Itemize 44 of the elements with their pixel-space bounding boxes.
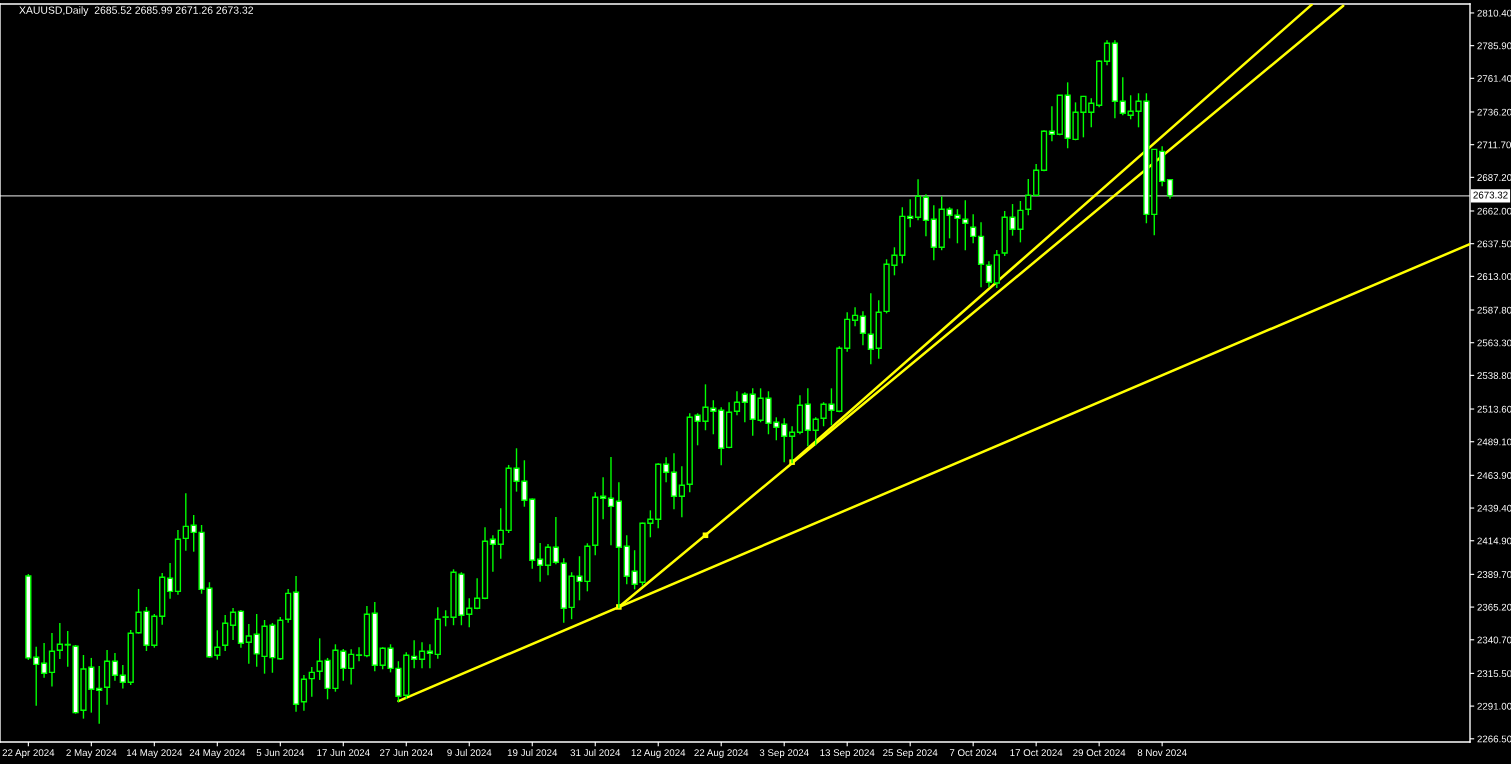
x-tick-label: 9 Jul 2024 — [447, 748, 492, 757]
y-tick-label: 2266.50 — [1477, 735, 1511, 743]
y-tick-label: 2414.90 — [1477, 537, 1511, 545]
x-tick-label: 17 Oct 2024 — [1010, 749, 1063, 757]
y-tick-label: 2711.70 — [1477, 141, 1511, 149]
x-tick-label: 8 Nov 2024 — [1137, 749, 1187, 757]
x-tick-label: 13 Sep 2024 — [820, 749, 875, 759]
x-tick-label: 14 May 2024 — [126, 749, 183, 759]
x-tick-label: 27 Jun 2024 — [380, 749, 433, 757]
y-tick-label: 2761.40 — [1477, 75, 1511, 82]
y-tick-label: 2810.40 — [1477, 9, 1511, 17]
x-tick-label: 3 Sep 2024 — [759, 749, 809, 759]
y-tick-label: 2463.90 — [1477, 472, 1511, 479]
y-tick-label: 2513.60 — [1477, 405, 1511, 413]
y-tick-label: 2365.20 — [1477, 603, 1511, 611]
y-tick-label: 2315.50 — [1477, 670, 1511, 678]
x-tick-label: 24 May 2024 — [189, 749, 246, 759]
y-tick-label: 2340.70 — [1477, 636, 1511, 644]
x-tick-label: 7 Oct 2024 — [949, 749, 997, 757]
y-tick-label: 2736.20 — [1477, 108, 1511, 116]
y-tick-label: 2489.10 — [1477, 438, 1511, 446]
y-tick-label: 2637.50 — [1477, 240, 1511, 248]
x-tick-label: 25 Sep 2024 — [883, 749, 938, 759]
y-tick-label: 2662.00 — [1477, 207, 1511, 215]
ref-line-label: 2673.32 — [1473, 191, 1508, 199]
x-tick-label: 2 May 2024 — [66, 749, 117, 759]
x-tick-label: 19 Jul 2024 — [507, 748, 558, 757]
x-tick-label: 31 Jul 2024 — [570, 748, 621, 757]
x-tick-label: 5 Jun 2024 — [256, 749, 305, 757]
y-tick-label: 2613.00 — [1477, 273, 1511, 280]
y-tick-label: 2538.80 — [1477, 372, 1511, 380]
x-tick-label: 17 Jun 2024 — [317, 749, 370, 757]
y-tick-label: 2563.30 — [1477, 339, 1511, 347]
x-tick-label: 22 Apr 2024 — [2, 749, 55, 759]
x-tick-label: 12 Aug 2024 — [631, 749, 686, 759]
x-tick-label: 29 Oct 2024 — [1073, 749, 1126, 757]
y-tick-label: 2439.40 — [1477, 504, 1511, 512]
x-tick-label: 22 Aug 2024 — [694, 749, 749, 759]
y-tick-label: 2587.80 — [1477, 306, 1511, 314]
y-tick-label: 2687.20 — [1477, 174, 1511, 181]
y-tick-label: 2785.90 — [1477, 42, 1511, 50]
y-tick-label: 2389.70 — [1477, 571, 1511, 578]
chart-title: XAUUSD,Daily 2685.52 2685.99 2671.26 2673.32 — [19, 6, 254, 16]
y-tick-label: 2291.00 — [1477, 702, 1511, 710]
